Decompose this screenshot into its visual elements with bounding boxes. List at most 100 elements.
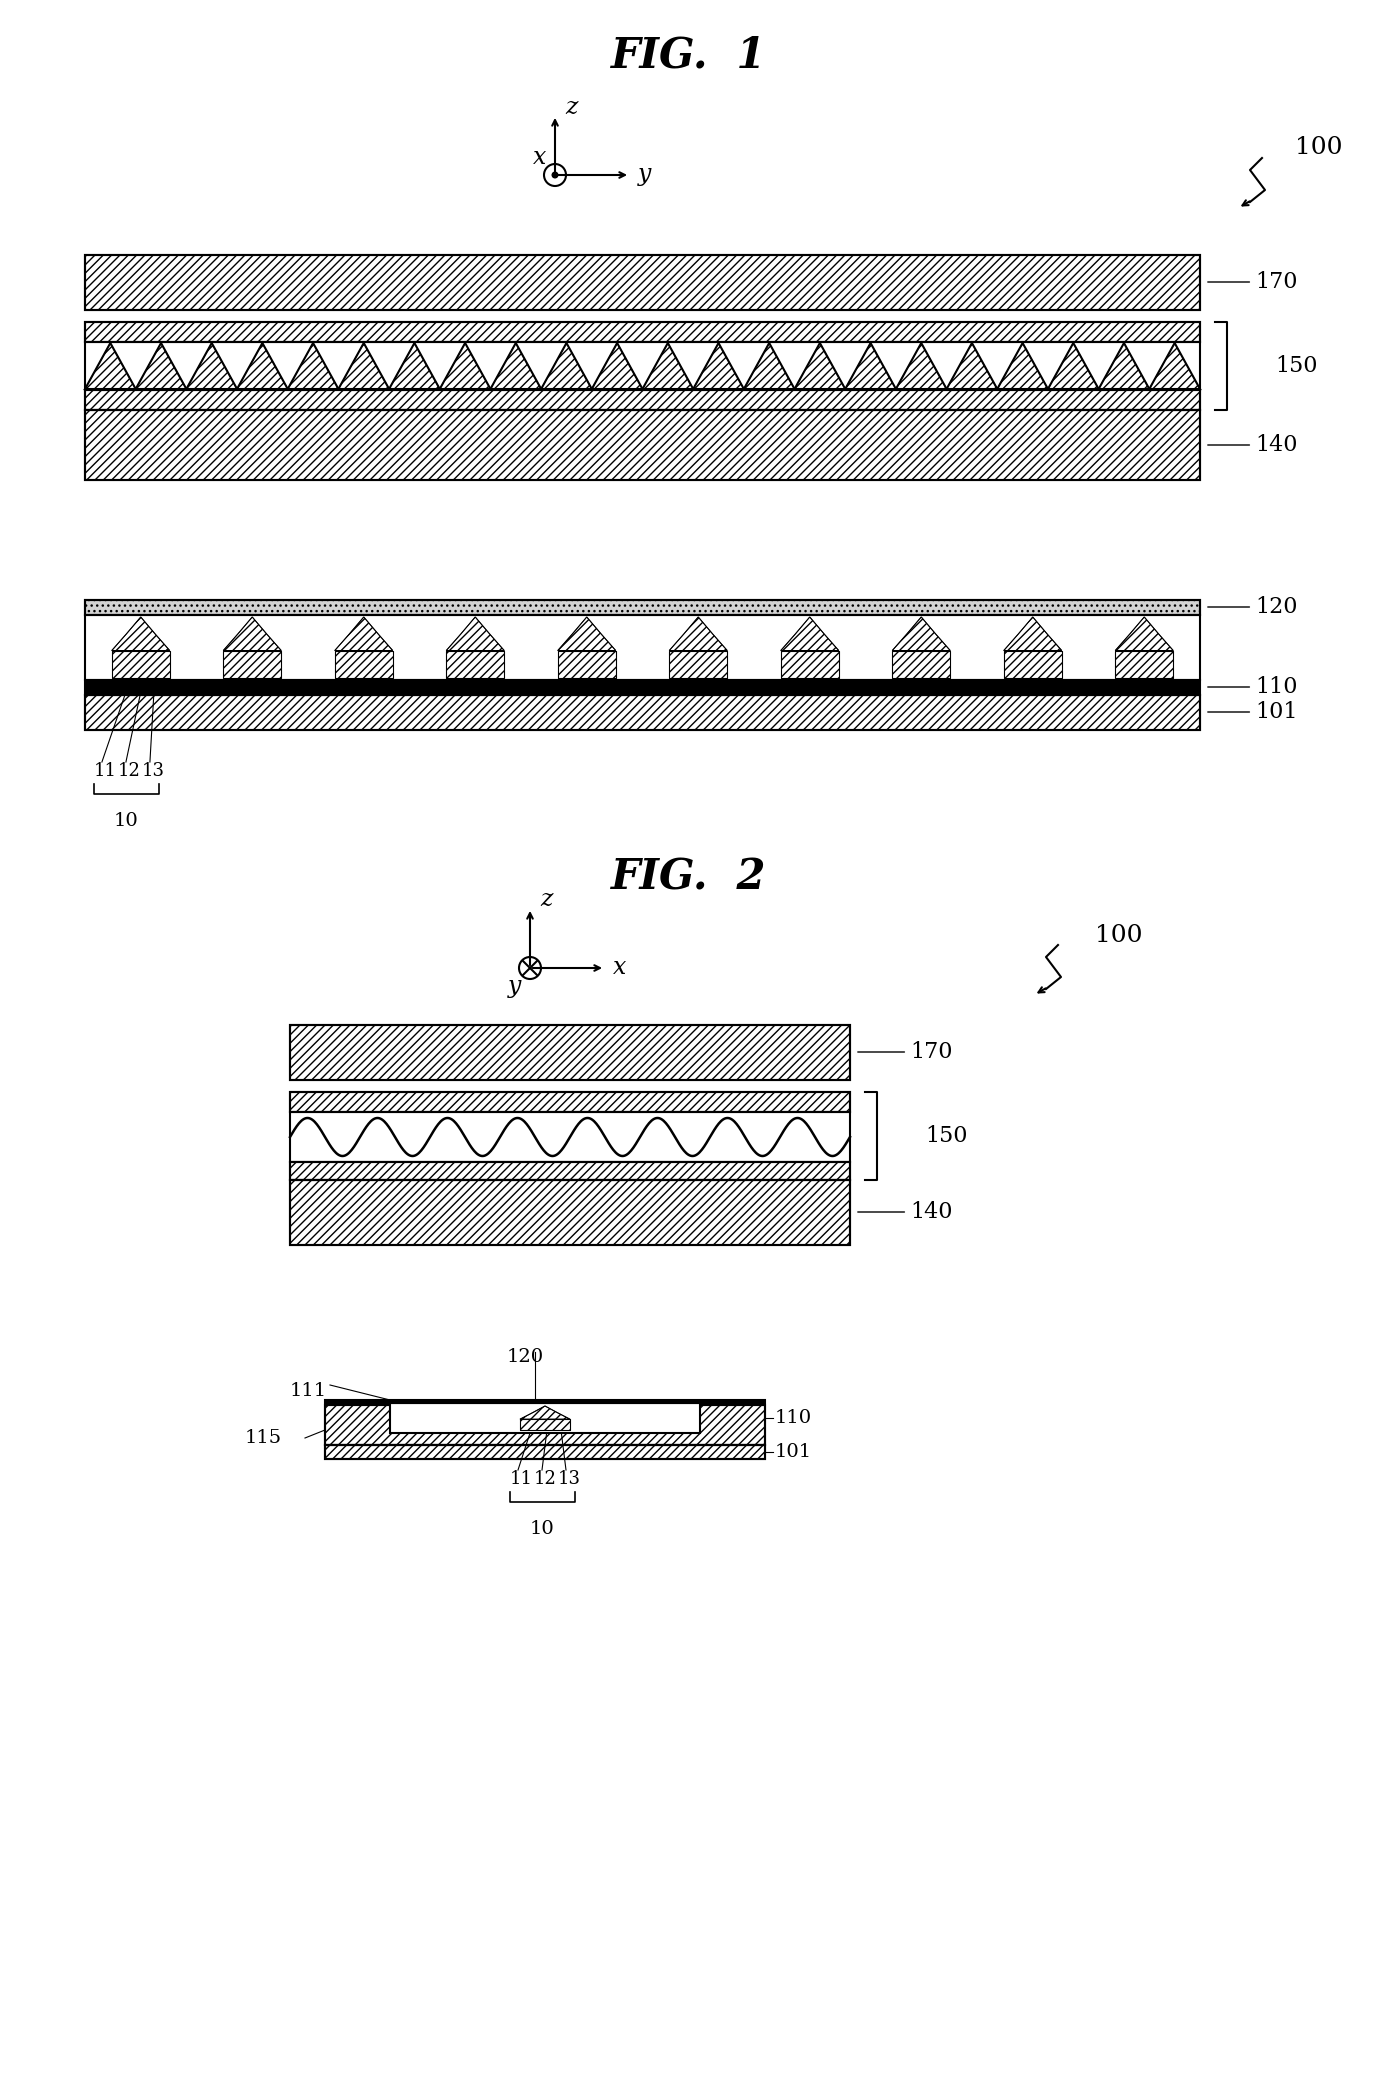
Text: 110: 110 [774,1409,812,1428]
Text: 11: 11 [94,763,117,779]
Bar [335,650,393,677]
Text: y: y [638,163,652,185]
Bar [289,1092,850,1113]
Bar [289,1163,850,1180]
Text: 12: 12 [119,763,141,779]
Bar [85,342,1200,390]
Bar [520,1419,570,1430]
Bar [223,650,281,677]
Text: 101: 101 [1207,700,1298,723]
Polygon shape [389,344,440,390]
Bar [1003,650,1061,677]
Bar [289,1180,850,1244]
Polygon shape [223,617,281,650]
Text: 115: 115 [245,1430,282,1446]
Bar [670,650,728,677]
Bar [325,1400,765,1403]
Bar [446,650,504,677]
Polygon shape [112,617,169,650]
Bar [85,694,1200,729]
Bar [223,650,281,677]
Bar [446,650,504,677]
Polygon shape [135,344,186,390]
Bar [85,411,1200,479]
Polygon shape [491,344,542,390]
Bar [289,1163,850,1180]
Text: y: y [508,975,521,998]
Text: 11: 11 [510,1469,533,1488]
Bar [85,600,1200,615]
Polygon shape [1098,344,1149,390]
Polygon shape [85,344,135,390]
Bar [325,1444,765,1459]
Polygon shape [670,617,728,650]
Bar [390,1403,700,1434]
Bar [85,600,1200,615]
Bar [1003,650,1061,677]
Circle shape [553,173,558,177]
Polygon shape [998,344,1047,390]
Bar [781,650,839,677]
Text: 13: 13 [558,1469,582,1488]
Bar [558,650,616,677]
Polygon shape [542,344,591,390]
Polygon shape [893,617,951,650]
Bar [335,650,393,677]
Text: 170: 170 [857,1042,952,1063]
Polygon shape [237,344,288,390]
Text: x: x [613,957,627,979]
Text: 111: 111 [289,1382,327,1400]
Bar [670,650,728,677]
Polygon shape [1149,344,1200,390]
Text: 120: 120 [507,1348,543,1365]
Bar [289,1180,850,1244]
Text: 140: 140 [1207,433,1298,456]
Polygon shape [947,344,998,390]
Polygon shape [440,344,491,390]
Polygon shape [845,344,896,390]
Text: 101: 101 [774,1442,812,1461]
Bar [85,390,1200,411]
Bar [85,323,1200,342]
Bar [325,1405,765,1444]
Text: 110: 110 [1207,675,1298,698]
Bar [85,694,1200,729]
Polygon shape [1115,617,1173,650]
Polygon shape [744,344,795,390]
Text: 150: 150 [925,1125,967,1146]
Bar [289,1113,850,1163]
Polygon shape [558,617,616,650]
Bar [85,254,1200,311]
Text: FIG.  1: FIG. 1 [612,33,766,75]
Text: 150: 150 [1275,354,1317,377]
Text: 12: 12 [535,1469,557,1488]
Bar [558,650,616,677]
Text: FIG.  2: FIG. 2 [612,857,766,898]
Bar [85,323,1200,342]
Polygon shape [642,344,693,390]
Text: 100: 100 [1295,135,1342,160]
Bar [85,411,1200,479]
Polygon shape [1047,344,1098,390]
Bar [893,650,951,677]
Text: z: z [540,888,553,911]
Polygon shape [186,344,237,390]
Text: 170: 170 [1207,271,1298,294]
Polygon shape [1003,617,1061,650]
Bar [325,1405,765,1444]
Text: 10: 10 [114,813,139,829]
Text: 120: 120 [1207,596,1298,619]
Bar [85,390,1200,411]
Text: x: x [533,146,546,169]
Bar [1115,650,1173,677]
Bar [289,1025,850,1080]
Bar [85,615,1200,679]
Bar [85,254,1200,311]
Bar [325,1444,765,1459]
Polygon shape [591,344,642,390]
Polygon shape [288,344,339,390]
Polygon shape [693,344,744,390]
Polygon shape [896,344,947,390]
Bar [893,650,951,677]
Bar [289,1092,850,1113]
